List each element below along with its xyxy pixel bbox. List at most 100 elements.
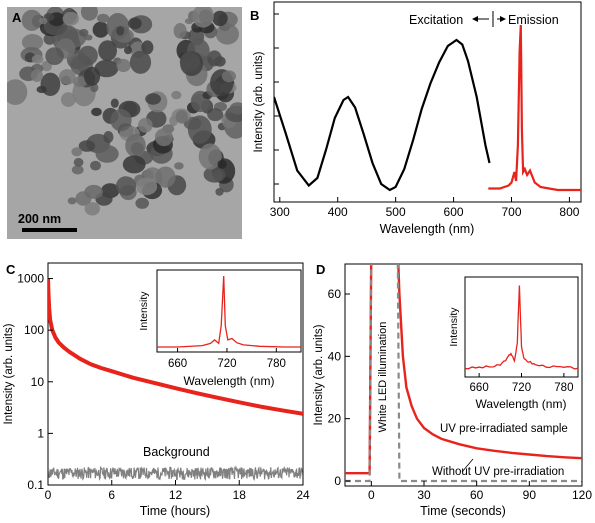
inset-x-tick-label-d: 780 [554,382,573,394]
panel-a: A 200 nm [7,7,242,239]
x-tick-label-d: 0 [368,488,375,502]
nanoparticle [84,184,103,199]
x-tick-label-d: 90 [523,488,537,502]
inset-frame-d [464,276,579,378]
inset-x-tick-label-c: 660 [168,358,187,370]
nanoparticle [192,7,214,28]
nanoparticle [137,117,153,133]
nanoparticle [221,70,236,83]
x-tick-label-b: 600 [444,205,464,219]
afterglow-decay-curve [48,278,303,416]
plot-frame-d [344,263,583,487]
callout-line [461,458,474,473]
inset-emission-curve-d [465,285,579,370]
nanoparticle [173,23,187,39]
nanoparticle [128,17,142,30]
uv-preirradiated-curve [345,264,582,475]
y-tick-label-c: 1 [37,426,44,440]
x-axis-label-d: Time (seconds) [420,504,506,518]
inset-x-tick-label-d: 720 [512,382,531,394]
nanoparticle [116,58,131,73]
inset-y-label-c: Intensity [138,291,150,331]
x-axis-label-c: Time (hours) [140,504,210,518]
panel-c: C Intensity (arb. units) Time (hours) Ba… [3,262,310,518]
y-axis-label-b: Intensity (arb. units) [253,51,265,152]
y-axis-label-c: Intensity (arb. units) [3,323,15,424]
nanoparticle [31,54,44,64]
nanoparticle [110,109,132,132]
y-tick-label-d: 40 [328,349,342,363]
nanoparticle [84,34,93,41]
inset-y-label-d: Intensity [448,307,460,347]
panel-b: B Intensity (arb. units) Wavelength (nm)… [250,1,582,236]
panel-letter-d: D [316,262,325,277]
nanoparticle [110,98,119,108]
nanoparticle [125,133,146,158]
y-tick-label-c: 10 [31,375,45,389]
excitation-curve [274,38,491,192]
nanoparticle [62,11,79,26]
nanoparticle [43,33,56,45]
nanoparticle [71,165,84,175]
y-tick-label-c: 1000 [17,272,44,286]
nanoparticle [60,92,76,107]
nanoparticle [30,69,43,82]
panel-letter-b: B [250,8,259,23]
nanoparticle [129,50,152,74]
nanoparticle [73,157,84,167]
arrowhead-right [500,16,506,22]
background-label: Background [143,445,210,459]
nanoparticle [92,21,109,38]
x-tick-label-c: 12 [169,488,183,502]
background-noise-curve [48,465,303,482]
x-tick-label-d: 60 [470,488,484,502]
without-uv-curve [345,264,582,483]
nanoparticle [184,18,193,25]
nanoparticle [94,59,119,78]
nanoparticle [175,110,188,124]
inset-x-label-c: Wavelength (nm) [184,374,275,388]
scale-bar-label: 200 nm [18,212,61,226]
nanoparticle [135,197,149,209]
nanoparticle [84,202,101,216]
nanoparticle [98,40,117,61]
led-label: White LED illumination [377,322,389,433]
nanoparticle [207,50,222,67]
nanoparticle [91,107,102,117]
nanoparticle [136,177,158,196]
nanoparticle [78,140,96,152]
nanoparticle [97,13,110,23]
inset-x-tick-label-c: 780 [267,358,286,370]
nanoparticle [58,69,76,85]
nanoparticle [67,197,77,205]
nanoparticle [115,176,137,196]
panel-letter-a: A [12,10,22,25]
tem-particles [7,7,242,216]
x-tick-label-c: 24 [296,488,310,502]
emission-curve [488,24,581,192]
x-tick-label-b: 800 [559,205,579,219]
y-tick-label-d: 0 [334,474,341,488]
x-tick-label-b: 300 [270,205,290,219]
arrowhead-left [472,16,478,22]
nanoparticle [229,102,242,115]
nanoparticle [45,47,64,65]
nanoparticle [83,66,101,86]
nanoparticle [141,40,154,55]
x-tick-label-b: 500 [386,205,406,219]
nanoparticle [174,162,184,170]
x-axis-label-b: Wavelength (nm) [380,222,475,236]
x-tick-label-c: 18 [233,488,247,502]
y-tick-label-c: 100 [24,323,44,337]
nanoparticle [213,169,223,182]
nanoparticle [95,145,119,163]
nanoparticle [154,128,173,147]
no-uv-label: Without UV pre-irradiation [432,466,564,478]
nanoparticle [155,166,176,188]
scale-bar [22,228,77,232]
x-tick-label-b: 400 [328,205,348,219]
nanoparticle [171,90,182,100]
nanoparticle [79,28,89,37]
plot-frame-b [273,1,582,203]
